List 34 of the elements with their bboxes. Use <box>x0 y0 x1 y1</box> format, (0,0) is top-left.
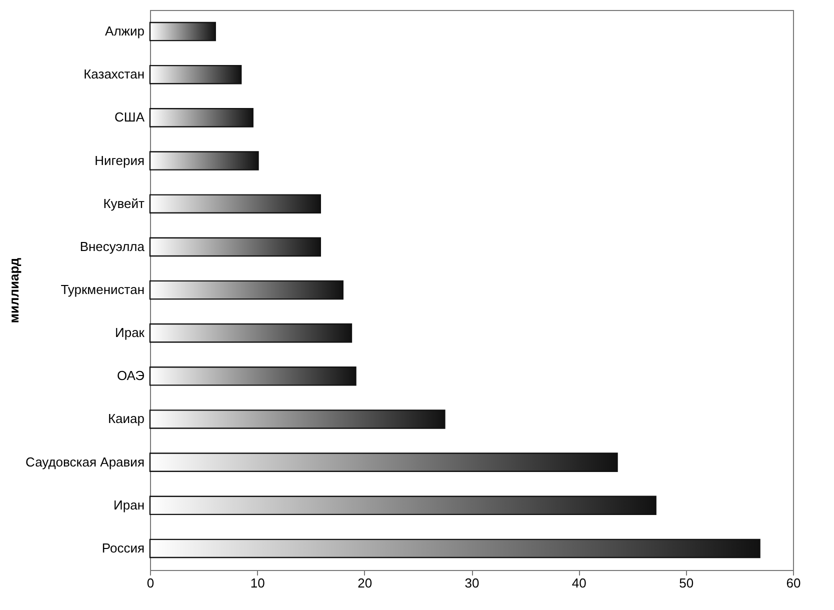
y-tick-label: Нигерия <box>94 152 144 168</box>
bar <box>149 108 254 128</box>
bar <box>149 22 216 42</box>
x-tick-label: 10 <box>250 576 265 590</box>
x-tick-label: 50 <box>679 576 694 590</box>
y-tick-label: США <box>114 110 145 125</box>
bar <box>149 452 618 472</box>
x-tick-label: 40 <box>572 576 586 590</box>
bar <box>149 323 352 343</box>
y-tick-label: Иран <box>114 497 144 512</box>
bar <box>149 496 656 516</box>
y-tick-label: Кувейт <box>103 196 145 211</box>
y-tick-label: Внесуэлла <box>80 238 146 254</box>
bar <box>149 64 242 84</box>
x-tick-label: 20 <box>358 576 372 590</box>
y-tick-label: Ирак <box>115 325 145 340</box>
x-tick-label: 30 <box>464 576 480 590</box>
x-tick-label: 60 <box>786 576 801 590</box>
y-tick-label: Казахстан <box>84 66 144 82</box>
bar <box>149 366 356 386</box>
y-tick-label: Россия <box>102 540 144 556</box>
bar <box>149 194 321 214</box>
bar <box>149 538 760 558</box>
y-tick-label: Туркменистан <box>60 282 144 297</box>
x-tick-label: 0 <box>146 576 154 590</box>
y-axis-title: миллиард <box>6 257 22 324</box>
bar <box>149 410 446 429</box>
bar <box>149 237 321 257</box>
y-tick-label: Саудовская Аравия <box>26 454 144 470</box>
y-tick-label: Алжир <box>105 24 144 39</box>
bar <box>149 280 344 300</box>
y-tick-label: Каиар <box>108 411 144 426</box>
bar <box>149 151 259 170</box>
y-tick-label: ОАЭ <box>116 368 144 384</box>
